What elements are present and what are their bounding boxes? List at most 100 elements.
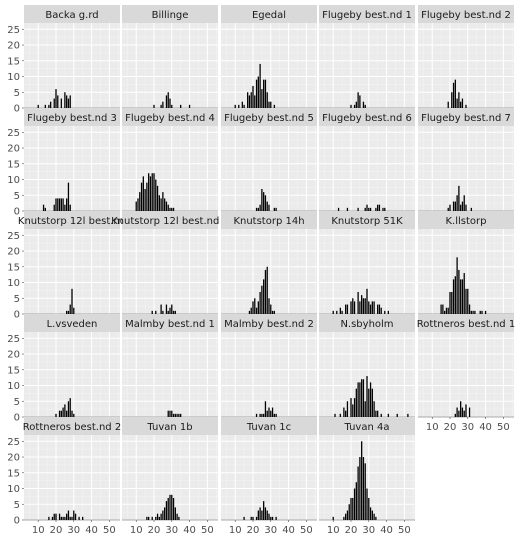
facet-panel: Tuvan 4a 10 20 30 40 50 <box>319 417 415 536</box>
histogram-bar <box>346 207 349 211</box>
x-tick-label: 10 <box>327 525 340 536</box>
histogram-bar <box>369 304 372 314</box>
facet-panel: Flugeby best.nd 7 <box>418 108 514 212</box>
facet-title: N.sbyholm <box>340 319 393 330</box>
facet-title: Malmby best.nd 2 <box>224 319 314 330</box>
facet-title: Knutstorp 12l best.nd 2 <box>111 216 229 227</box>
y-tick-label: 10 <box>7 381 20 392</box>
histogram-bar <box>171 207 173 211</box>
facet-panel: Billinge <box>122 5 218 109</box>
y-tick-label: 5 <box>14 191 20 202</box>
histogram-bar <box>463 410 465 417</box>
x-tick-label: 10 <box>229 525 242 536</box>
histogram-bar <box>165 501 168 520</box>
histogram-bar <box>160 304 162 314</box>
histogram-bar <box>377 304 379 314</box>
histogram-bar <box>375 207 377 211</box>
histogram-bar <box>348 504 350 520</box>
y-tick-label: 20 <box>7 144 20 155</box>
histogram-bar <box>146 516 148 520</box>
histogram-bar <box>167 497 169 520</box>
histogram-bar <box>270 304 272 314</box>
histogram-bar <box>64 404 66 417</box>
x-tick-label: 20 <box>444 422 457 433</box>
histogram-bar <box>350 497 352 520</box>
histogram-bar <box>44 104 46 108</box>
histogram-bar <box>371 388 373 417</box>
histogram-bar <box>465 204 467 211</box>
y-tick-label: 0 <box>14 413 20 424</box>
histogram-bar <box>357 92 359 108</box>
facet-panel: Malmby best.nd 1 <box>122 314 218 418</box>
x-tick-label: 10 <box>426 422 439 433</box>
histogram-bar <box>458 92 460 108</box>
histogram-bar <box>456 195 458 211</box>
histogram-bar <box>460 101 462 108</box>
y-tick-label: 5 <box>14 397 20 408</box>
histogram-bar <box>169 494 171 520</box>
histogram-bar <box>252 85 254 108</box>
facet-title: Knutstorp 14h <box>233 216 304 227</box>
histogram-bar <box>148 516 150 520</box>
histogram-bar <box>452 201 455 211</box>
histogram-bar <box>460 279 462 314</box>
facet-panel: Tuvan 1b 10 20 30 40 50 <box>122 417 218 536</box>
histogram-bar <box>384 310 386 314</box>
histogram-bar <box>180 413 182 417</box>
histogram-bar <box>255 413 258 417</box>
y-tick-label: 25 <box>7 128 20 139</box>
histogram-bar <box>57 95 59 108</box>
histogram-bar <box>352 298 354 314</box>
histogram-bar <box>151 310 153 314</box>
histogram-bar <box>148 173 150 211</box>
facet-title: Flugeby best.nd 7 <box>421 113 511 124</box>
histogram-bar <box>255 516 258 520</box>
histogram-bar <box>167 92 169 108</box>
histogram-bar <box>172 310 175 314</box>
histogram-bar <box>357 466 359 520</box>
facet-strip <box>122 417 218 435</box>
histogram-bar <box>144 188 146 211</box>
histogram-bar <box>167 310 169 314</box>
histogram-bar <box>458 185 460 211</box>
histogram-bar <box>259 204 261 211</box>
histogram-bar <box>146 182 148 211</box>
histogram-bar <box>362 101 365 108</box>
histogram-bar <box>257 207 259 211</box>
histogram-bar <box>164 507 166 520</box>
histogram-bar <box>69 204 71 211</box>
histogram-bar <box>339 413 341 417</box>
histogram-bar <box>171 104 173 108</box>
histogram-bar <box>353 398 356 417</box>
histogram-bar <box>270 101 272 108</box>
histogram-bar <box>387 413 389 417</box>
histogram-bar <box>139 192 141 211</box>
histogram-bar <box>243 104 245 108</box>
histogram-bar <box>167 204 169 211</box>
histogram-bar <box>257 510 259 520</box>
histogram-bar <box>247 92 249 108</box>
histogram-bar <box>341 310 343 314</box>
histogram-bar <box>353 104 356 108</box>
histogram-bar <box>454 201 456 211</box>
histogram-bar <box>449 204 451 211</box>
histogram-bar <box>174 310 176 314</box>
histogram-bar <box>359 95 361 108</box>
histogram-bar <box>470 207 472 211</box>
facet-title: Tuvan 1c <box>246 422 291 433</box>
histogram-bar <box>266 266 268 314</box>
facet-panel: Knutstorp 12l best.nd 0 5 10 15 20 25 <box>7 211 126 321</box>
histogram-bar <box>359 301 361 314</box>
histogram-bar <box>160 198 162 211</box>
histogram-bar <box>69 95 71 108</box>
histogram-bar <box>255 207 258 211</box>
histogram-bar <box>353 301 356 314</box>
histogram-bar <box>48 104 50 108</box>
histogram-bar <box>472 310 474 314</box>
histogram-bar <box>66 198 68 211</box>
histogram-bar <box>266 201 268 211</box>
facet-strip <box>24 108 120 126</box>
histogram-bar <box>74 513 77 520</box>
histogram-bar <box>461 98 464 108</box>
